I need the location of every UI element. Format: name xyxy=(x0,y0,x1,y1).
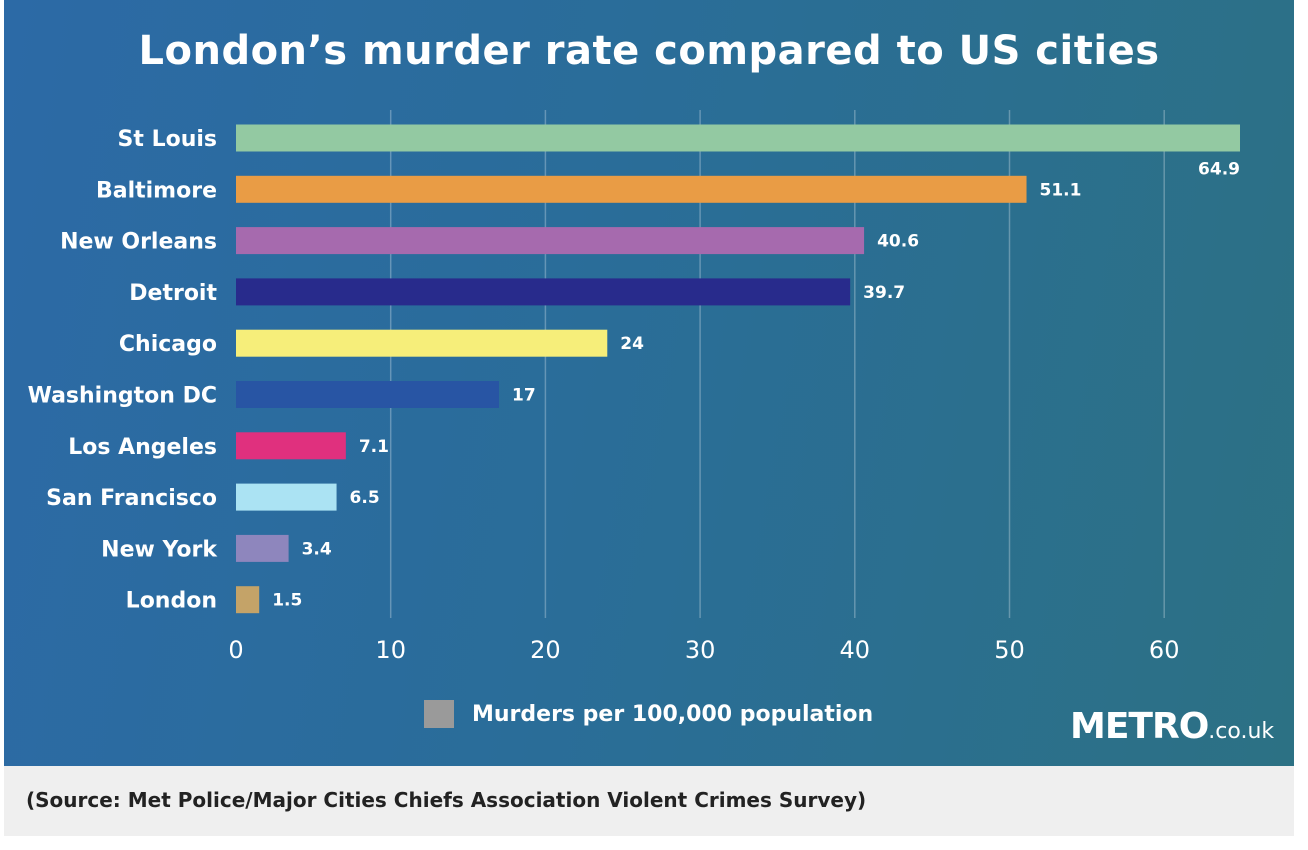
bar xyxy=(236,278,851,306)
logo-brand: METRO xyxy=(1070,706,1209,747)
chart-panel: London’s murder rate compared to US citi… xyxy=(4,0,1294,766)
bar xyxy=(236,124,1241,152)
category-label: London xyxy=(126,589,217,614)
x-tick-label: 60 xyxy=(1149,636,1180,664)
bar xyxy=(236,432,346,460)
bar xyxy=(236,483,337,511)
value-label: 6.5 xyxy=(350,488,380,508)
x-tick-label: 40 xyxy=(840,636,871,664)
category-label: Los Angeles xyxy=(68,435,217,460)
category-label: Baltimore xyxy=(96,178,217,203)
category-label: Detroit xyxy=(129,281,217,306)
category-label: San Francisco xyxy=(46,486,217,511)
source-caption: (Source: Met Police/Major Cities Chiefs … xyxy=(26,788,867,812)
logo-suffix: .co.uk xyxy=(1208,719,1275,744)
legend-label: Murders per 100,000 population xyxy=(472,701,874,727)
bar xyxy=(236,586,260,614)
x-tick-label: 20 xyxy=(530,636,561,664)
value-label: 17 xyxy=(512,386,536,406)
value-label: 51.1 xyxy=(1040,180,1082,200)
value-label: 24 xyxy=(620,334,644,354)
x-tick-label: 30 xyxy=(685,636,716,664)
bar xyxy=(236,534,289,562)
bar xyxy=(236,175,1027,203)
x-tick-label: 10 xyxy=(375,636,406,664)
value-label: 7.1 xyxy=(359,437,389,457)
bar xyxy=(236,329,608,357)
caption-bar: (Source: Met Police/Major Cities Chiefs … xyxy=(4,766,1294,836)
value-label: 40.6 xyxy=(877,232,919,252)
value-label: 3.4 xyxy=(302,539,332,559)
chart-title: London’s murder rate compared to US citi… xyxy=(138,28,1160,74)
bar xyxy=(236,227,865,255)
category-label: New York xyxy=(101,537,218,562)
category-label: Chicago xyxy=(119,332,217,357)
x-tick-label: 0 xyxy=(228,636,243,664)
category-label: New Orleans xyxy=(60,230,217,255)
value-label: 1.5 xyxy=(272,591,302,611)
category-label: Washington DC xyxy=(28,384,217,409)
category-label: St Louis xyxy=(118,127,217,152)
bar xyxy=(236,381,499,408)
value-label: 39.7 xyxy=(863,283,905,303)
metro-logo: METRO.co.uk xyxy=(1070,706,1274,747)
x-tick-label: 50 xyxy=(994,636,1025,664)
bar-chart: 0 10 20 30 40 50 60 St Louis 64.9 Baltimore 51.1 Ne… xyxy=(28,110,1241,664)
legend-swatch xyxy=(424,700,454,728)
value-label: 64.9 xyxy=(1198,160,1240,180)
legend: Murders per 100,000 population xyxy=(424,698,873,730)
